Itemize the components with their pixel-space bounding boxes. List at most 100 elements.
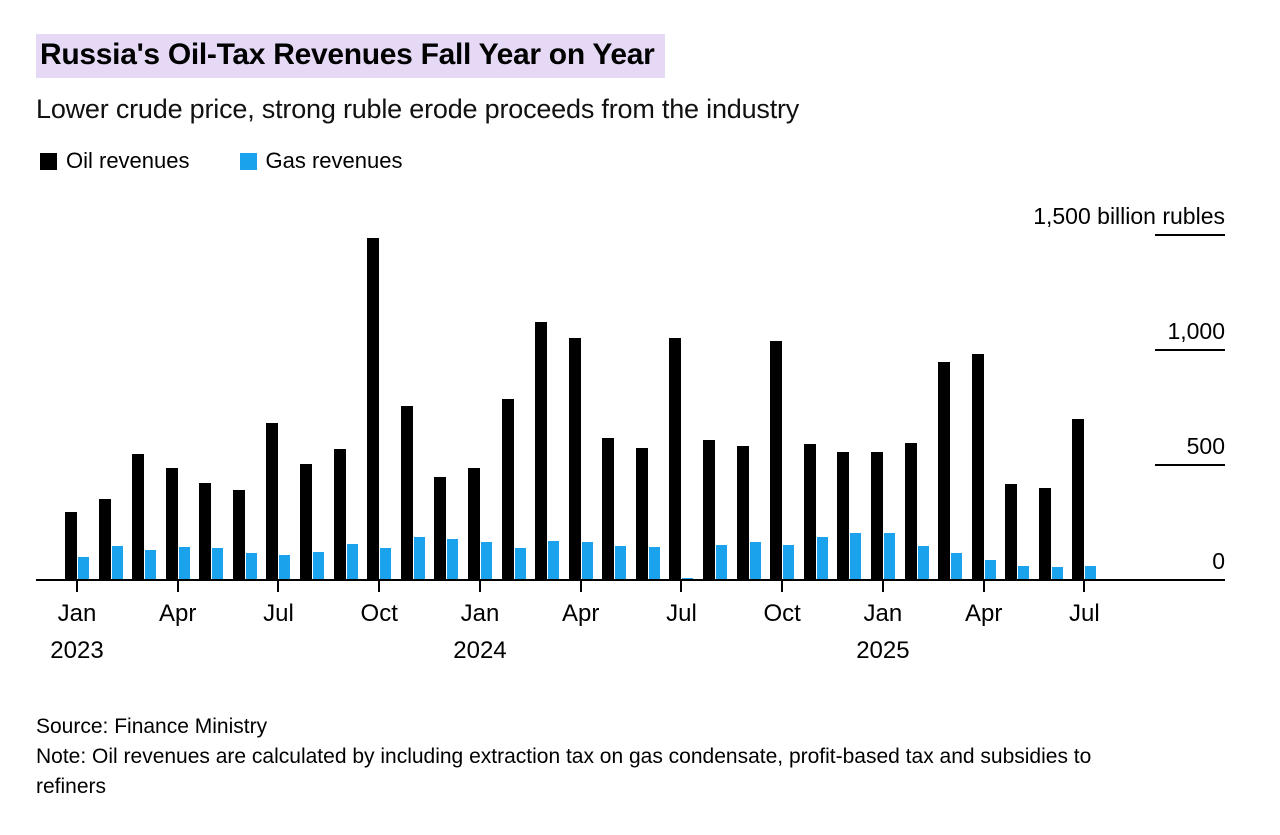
- gas-bar: [1085, 566, 1097, 581]
- y-tick-line: [1155, 234, 1225, 236]
- gas-bar: [850, 533, 862, 581]
- x-tick-label: Jul: [1069, 600, 1100, 627]
- oil-bar: [400, 406, 413, 581]
- oil-bar: [602, 438, 615, 581]
- x-tick-label: Jul: [666, 600, 697, 627]
- gas-bar: [1051, 567, 1063, 581]
- gas-bar: [514, 548, 526, 581]
- x-tick-year-label: 2023: [50, 637, 104, 664]
- oil-bar: [434, 477, 447, 581]
- legend-label-gas: Gas revenues: [265, 148, 403, 173]
- x-tick-label: Apr: [159, 600, 197, 627]
- oil-bar: [1072, 419, 1085, 581]
- oil-bar: [669, 338, 682, 581]
- gas-bar: [648, 547, 660, 581]
- oil-bar: [703, 440, 716, 581]
- gas-bar: [78, 557, 89, 581]
- x-axis-tick: [478, 581, 481, 592]
- gas-bar: [480, 542, 492, 581]
- x-tick-label: Apr: [562, 600, 600, 627]
- legend: Oil revenues Gas revenues: [40, 148, 452, 174]
- oil-bar: [736, 446, 749, 581]
- oil-bar: [568, 338, 581, 581]
- oil-bar: [1005, 484, 1018, 581]
- page-subtitle: Lower crude price, strong ruble erode pr…: [36, 94, 800, 124]
- gas-bar: [245, 553, 257, 581]
- y-tick-label: 1,500 billion rubles: [1033, 203, 1225, 229]
- oil-bar: [837, 452, 850, 581]
- legend-item-oil: Oil revenues: [40, 148, 190, 174]
- x-tick-label: Jan: [57, 600, 97, 627]
- y-tick-label: 1,000: [1167, 318, 1225, 344]
- legend-label-oil: Oil revenues: [66, 148, 190, 173]
- page-title-row: Russia's Oil-Tax Revenues Fall Year on Y…: [36, 34, 665, 78]
- x-tick-year-label: 2025: [856, 637, 910, 664]
- x-axis-tick: [881, 581, 884, 592]
- oil-bar: [870, 452, 883, 581]
- footer: Source: Finance Ministry Note: Oil reven…: [36, 712, 1161, 802]
- gas-bar: [212, 548, 224, 581]
- gas-bar: [951, 553, 963, 581]
- x-axis-tick: [579, 581, 582, 592]
- gas-bar: [346, 544, 358, 581]
- note-text: Note: Oil revenues are calculated by inc…: [36, 745, 1092, 798]
- page-title: Russia's Oil-Tax Revenues Fall Year on Y…: [36, 34, 665, 78]
- oil-bar: [501, 399, 514, 581]
- gas-bar: [145, 550, 157, 581]
- oil-bar: [535, 322, 548, 581]
- x-axis-line: [36, 579, 1225, 581]
- y-tick-line: [1155, 464, 1225, 466]
- legend-item-gas: Gas revenues: [239, 148, 403, 174]
- oil-bar: [904, 443, 917, 581]
- oil-bar: [333, 449, 346, 581]
- gas-bar: [178, 547, 190, 581]
- x-axis-tick: [982, 581, 985, 592]
- x-axis-tick: [781, 581, 784, 592]
- gas-bar: [783, 545, 795, 581]
- y-tick-label: 0: [1212, 548, 1225, 574]
- oil-bar: [635, 448, 648, 581]
- oil-swatch-icon: [40, 152, 57, 170]
- x-tick-label: Jul: [263, 600, 294, 627]
- oil-bar: [266, 423, 279, 581]
- gas-bar: [1018, 566, 1030, 581]
- x-tick-label: Oct: [763, 600, 801, 627]
- gas-bar: [111, 546, 123, 581]
- y-tick-line: [1155, 349, 1225, 351]
- gas-bar: [447, 539, 459, 581]
- oil-bar: [300, 464, 313, 581]
- x-axis-tick: [76, 581, 78, 592]
- gas-bar: [380, 548, 392, 581]
- x-axis-tick: [277, 581, 280, 592]
- oil-bar: [971, 354, 984, 581]
- oil-bar: [165, 468, 178, 581]
- x-tick-label: Jan: [460, 600, 500, 627]
- oil-bar: [1038, 488, 1051, 581]
- x-axis-tick: [1083, 581, 1086, 592]
- x-tick-year-label: 2024: [453, 637, 507, 664]
- gas-bar: [816, 537, 828, 581]
- gas-bar: [917, 546, 929, 581]
- gas-bar: [548, 541, 560, 581]
- oil-bar: [132, 454, 145, 581]
- oil-bar: [199, 483, 212, 581]
- gas-bar: [581, 542, 593, 581]
- oil-bar: [232, 490, 245, 581]
- gas-bar: [279, 555, 291, 581]
- gas-bar: [615, 546, 627, 581]
- x-axis-tick: [176, 581, 179, 592]
- source-text: Source: Finance Ministry: [36, 715, 268, 738]
- gas-bar: [313, 552, 325, 581]
- oil-bar: [367, 238, 380, 581]
- gas-bar: [984, 560, 996, 581]
- x-axis-tick: [378, 581, 381, 592]
- x-axis-tick: [680, 581, 683, 592]
- y-tick-label: 500: [1186, 433, 1225, 459]
- x-tick-label: Apr: [964, 600, 1003, 627]
- x-tick-label: Oct: [360, 600, 398, 627]
- gas-bar: [413, 537, 425, 581]
- oil-bar: [803, 444, 816, 581]
- gas-bar: [883, 533, 895, 581]
